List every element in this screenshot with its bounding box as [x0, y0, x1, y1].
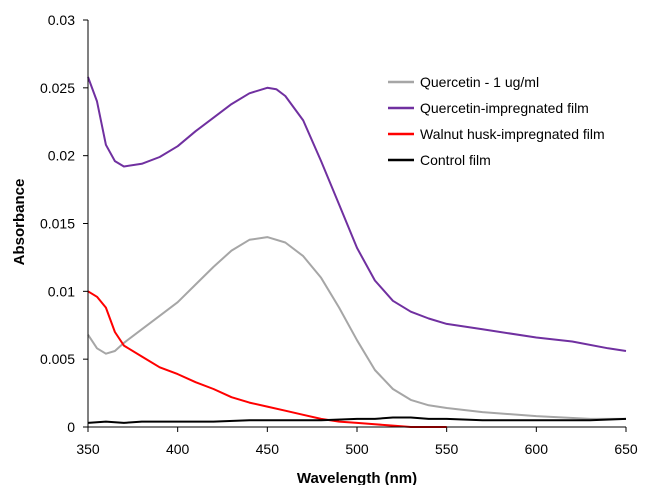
series-line-4	[87, 416, 627, 424]
legend-label: Control film	[420, 152, 491, 168]
legend: Quercetin - 1 ug/ml Quercetin-impregnated…	[388, 74, 605, 168]
y-tick-label: 0.025	[40, 80, 75, 96]
x-tick-label: 550	[435, 441, 459, 457]
y-tick-label: 0.02	[48, 148, 75, 164]
x-tick-label: 650	[614, 441, 638, 457]
series-line-2	[87, 76, 627, 352]
x-tick-label: 350	[76, 441, 100, 457]
y-tick-label: 0.01	[48, 283, 75, 299]
x-tick-label: 400	[166, 441, 190, 457]
y-tick-label: 0	[67, 419, 75, 435]
x-axis-title: Wavelength (nm)	[297, 470, 417, 485]
y-tick-label: 0.03	[48, 12, 75, 28]
series-line-3	[87, 290, 447, 428]
y-tick-label: 0.015	[40, 216, 75, 232]
legend-label: Quercetin-impregnated film	[420, 100, 589, 116]
series-layer	[87, 76, 627, 428]
x-tick-label: 600	[525, 441, 549, 457]
x-tick-label: 450	[256, 441, 280, 457]
legend-label: Walnut husk-impregnated film	[420, 126, 605, 142]
y-tick-label: 0.005	[40, 351, 75, 367]
legend-label: Quercetin - 1 ug/ml	[420, 74, 539, 90]
series-line-1	[87, 236, 626, 420]
x-tick-label: 500	[345, 441, 369, 457]
ticks-layer: 0 0.005 0.01 0.015 0.02 0.025 0.03 350 400 450 500…	[40, 12, 638, 457]
y-axis-title: Absorbance	[11, 179, 28, 266]
